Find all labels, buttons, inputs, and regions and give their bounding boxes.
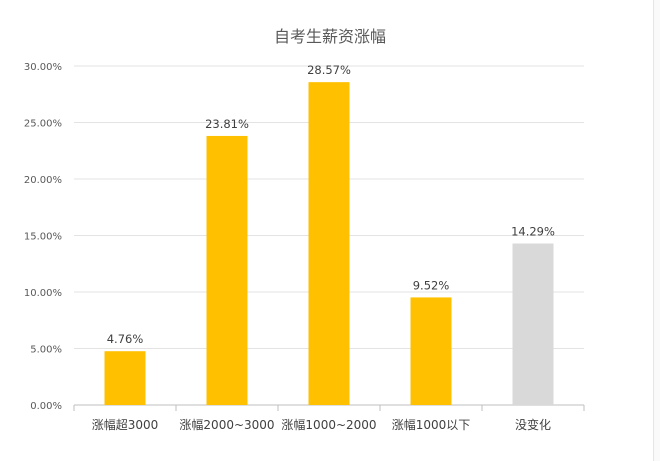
y-tick-label: 25.00% (24, 119, 62, 130)
bar (206, 135, 248, 405)
chart-title: 自考生薪资涨幅 (274, 27, 386, 46)
bar (512, 243, 554, 405)
x-axis: 涨幅超3000 涨幅2000~3000 涨幅1000~2000 涨幅1000以下 没变化 (73, 405, 585, 432)
x-tick-label: 涨幅1000以下 (392, 417, 471, 432)
x-tick-label: 涨幅1000~2000 (281, 417, 376, 432)
y-tick-label: 15.00% (24, 232, 62, 243)
bar (410, 297, 452, 405)
y-axis: 0.00% 5.00% 10.00% 15.00% 20.00% 25.00% 30.00% (24, 62, 62, 412)
y-tick-label: 5.00% (30, 345, 62, 356)
data-label: 9.52% (413, 278, 450, 292)
y-tick-label: 30.00% (24, 62, 62, 73)
data-label: 28.57% (307, 63, 351, 77)
y-tick-label: 0.00% (30, 401, 62, 412)
y-tick-label: 10.00% (24, 288, 62, 299)
y-tick-label: 20.00% (24, 175, 62, 186)
x-tick-label: 涨幅超3000 (92, 417, 159, 432)
value-labels: 4.76% 23.81% 28.57% 9.52% 14.29% (107, 63, 555, 346)
bar (308, 82, 350, 405)
data-label: 14.29% (511, 225, 555, 239)
bars (104, 82, 554, 405)
bar (104, 351, 146, 405)
x-tick-label: 涨幅2000~3000 (179, 417, 274, 432)
x-tick-label: 没变化 (515, 417, 551, 432)
data-label: 23.81% (205, 117, 249, 131)
window-edge (653, 0, 660, 461)
data-label: 4.76% (107, 332, 144, 346)
